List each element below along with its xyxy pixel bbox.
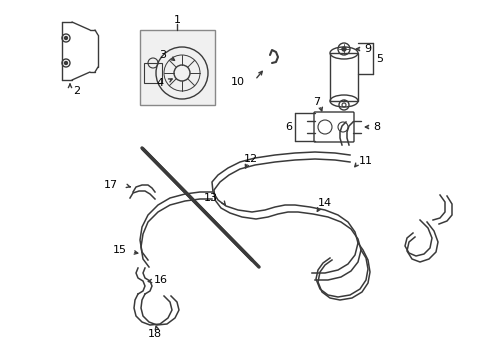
- Circle shape: [341, 47, 346, 51]
- Text: 11: 11: [358, 156, 372, 166]
- Text: 17: 17: [103, 180, 118, 190]
- Bar: [140, 30, 215, 105]
- Text: 8: 8: [372, 122, 379, 132]
- Text: 1: 1: [173, 15, 180, 25]
- Text: 3: 3: [159, 50, 165, 60]
- Text: 6: 6: [285, 122, 291, 132]
- Text: 14: 14: [317, 198, 331, 208]
- Text: 9: 9: [363, 44, 370, 54]
- Circle shape: [64, 62, 67, 64]
- Text: 2: 2: [73, 86, 80, 96]
- Text: 12: 12: [244, 154, 258, 164]
- Text: 4: 4: [157, 78, 163, 88]
- Circle shape: [64, 36, 67, 40]
- Text: 10: 10: [230, 77, 244, 87]
- Bar: [329, 53, 357, 101]
- Text: 15: 15: [113, 245, 127, 255]
- Text: 7: 7: [313, 97, 320, 107]
- Text: 5: 5: [375, 54, 382, 64]
- Bar: [143, 63, 162, 83]
- Text: 13: 13: [203, 193, 218, 203]
- Text: 16: 16: [154, 275, 168, 285]
- Text: 18: 18: [148, 329, 162, 339]
